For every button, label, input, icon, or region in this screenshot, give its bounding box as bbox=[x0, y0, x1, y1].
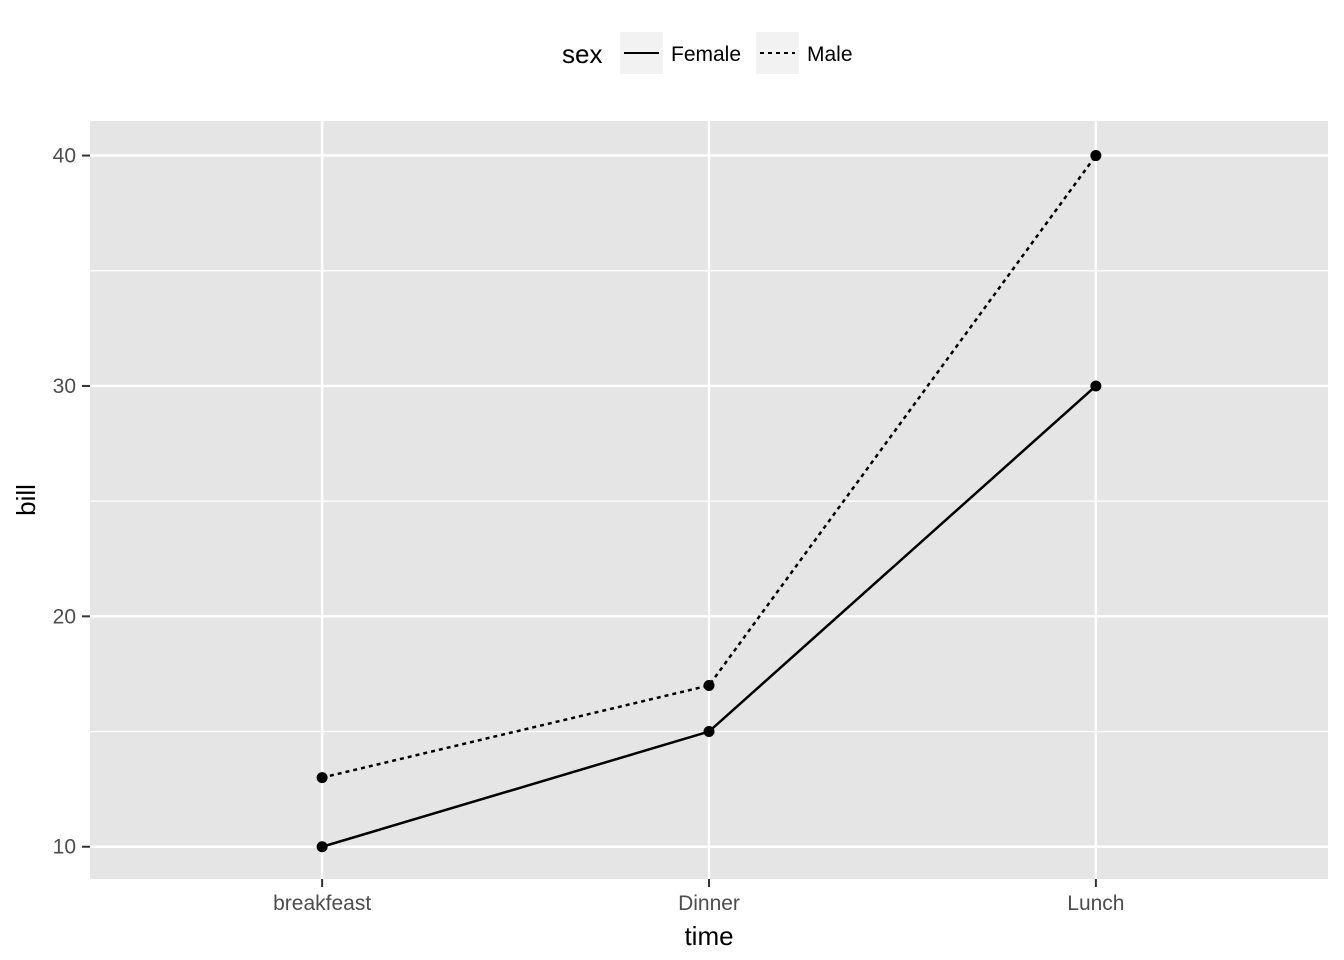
point-female-dinner bbox=[703, 726, 715, 738]
point-male-breakfeast bbox=[316, 772, 328, 784]
legend-title: sex bbox=[562, 39, 602, 69]
x-axis-title: time bbox=[684, 921, 733, 951]
series-line-male bbox=[321, 154, 1097, 779]
y-tick-label-10: 10 bbox=[53, 836, 76, 859]
axis-ticks: 10 20 30 40 breakfeast Dinner Lunch bbox=[53, 145, 1125, 915]
x-tick-label-0: breakfeast bbox=[273, 892, 371, 915]
point-male-dinner bbox=[703, 679, 715, 691]
point-female-breakfeast bbox=[316, 841, 328, 853]
y-tick-label-40: 40 bbox=[53, 145, 76, 168]
y-axis-title: bill bbox=[11, 484, 41, 516]
point-female-lunch bbox=[1090, 380, 1102, 392]
y-tick-label-20: 20 bbox=[53, 605, 76, 628]
series-layer bbox=[316, 150, 1102, 853]
legend: sex Female Male bbox=[562, 32, 853, 74]
point-male-lunch bbox=[1090, 150, 1102, 162]
y-tick-label-30: 30 bbox=[53, 375, 76, 398]
x-tick-label-2: Lunch bbox=[1067, 892, 1124, 915]
grid-major bbox=[90, 121, 1328, 879]
legend-label-female: Female bbox=[671, 43, 741, 66]
legend-label-male: Male bbox=[807, 43, 853, 66]
x-tick-label-1: Dinner bbox=[678, 892, 740, 915]
